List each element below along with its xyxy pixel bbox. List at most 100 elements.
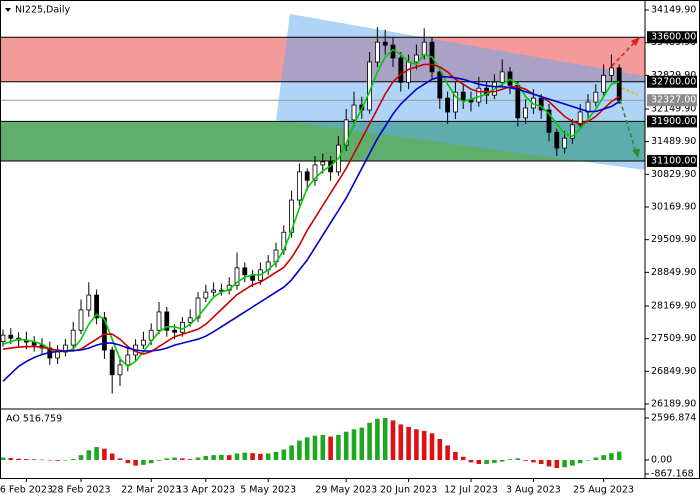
- candle-body: [0, 334, 6, 343]
- candle-body: [593, 91, 599, 103]
- ao-bar: [570, 459, 575, 466]
- candle-body: [413, 54, 419, 63]
- menu-triangle: [5, 8, 11, 12]
- candle-body: [382, 41, 388, 46]
- ao-bar: [312, 435, 318, 460]
- ao-bar: [398, 424, 404, 460]
- ao-bar: [562, 459, 567, 468]
- forecast-down-arrow: [619, 99, 637, 153]
- ao-bar: [141, 459, 146, 465]
- price-label-box: [647, 154, 697, 167]
- ao-bar: [109, 453, 115, 460]
- ao-bar: [375, 418, 380, 460]
- ao-bar: [16, 458, 21, 460]
- y-tick-label: 29509.90: [651, 234, 696, 245]
- candle-body: [187, 317, 193, 323]
- candle-body: [242, 267, 248, 276]
- moving-average: [2, 63, 620, 355]
- ao-bar: [31, 459, 37, 460]
- candle-body: [562, 137, 567, 149]
- y-tick-label: 34149.90: [651, 5, 696, 16]
- ao-bar: [219, 454, 224, 460]
- candle-body: [398, 57, 404, 83]
- ao-bar: [609, 453, 614, 460]
- x-tick-label: 6 Feb 2023: [0, 485, 53, 496]
- candle-body: [117, 364, 123, 376]
- y-tick-label: 30829.90: [651, 169, 696, 180]
- ao-bar: [0, 457, 6, 460]
- ao-bar: [180, 458, 185, 460]
- price-label-box: [647, 115, 697, 128]
- candle-body: [164, 311, 170, 331]
- ao-bar: [195, 457, 201, 460]
- candle-body: [78, 309, 84, 331]
- ao-bar: [460, 456, 466, 460]
- moving-average: [2, 76, 620, 382]
- ao-bar: [86, 450, 92, 460]
- x-tick-label: 28 Feb 2023: [51, 485, 110, 496]
- ao-tick-label: 0.00: [651, 454, 672, 465]
- candle-body: [148, 329, 154, 341]
- ao-bar: [63, 459, 68, 461]
- ao-bar: [437, 438, 443, 460]
- candle-body: [616, 67, 622, 101]
- price-label-box: [647, 31, 697, 44]
- ao-bar: [554, 459, 560, 469]
- forecast-up-arrow: [611, 40, 637, 67]
- y-tick-label: 28849.90: [651, 267, 696, 278]
- candle-body: [312, 164, 318, 181]
- y-tick-label: 26189.90: [651, 399, 696, 410]
- ao-bar: [164, 458, 170, 460]
- candle-body: [125, 354, 131, 366]
- x-tick-label: 22 Mar 2023: [121, 485, 181, 496]
- ao-bar: [226, 455, 232, 460]
- ao-bar: [538, 459, 544, 465]
- ao-bar: [585, 459, 591, 461]
- ao-bar: [351, 429, 357, 460]
- ao-bar: [359, 427, 365, 460]
- candle-body: [437, 71, 443, 99]
- ao-bar: [156, 459, 162, 461]
- price-label-box: [647, 94, 697, 107]
- oscillator-title: AO 516.759: [6, 414, 62, 425]
- ao-bar: [445, 445, 450, 460]
- candle-body: [460, 91, 466, 101]
- candle-body: [421, 41, 427, 56]
- ao-bar: [78, 455, 84, 460]
- ao-bar: [421, 430, 427, 460]
- candle-body: [55, 351, 60, 359]
- ao-bar: [492, 459, 497, 463]
- ao-bar: [593, 457, 599, 460]
- ao-bar: [468, 459, 474, 463]
- ao-bar: [507, 459, 513, 460]
- ao-bar: [476, 459, 482, 465]
- candle-body: [203, 291, 209, 299]
- candle-body: [374, 41, 380, 63]
- ao-bar: [8, 458, 14, 460]
- ao-bar: [429, 433, 435, 460]
- ao-bar: [203, 455, 209, 460]
- x-tick-label: 12 Jul 2023: [444, 485, 498, 496]
- ao-tick-label: 2596.874: [651, 413, 696, 424]
- candle-body: [468, 99, 474, 103]
- ao-bar: [102, 448, 107, 460]
- ao-bar: [343, 431, 349, 460]
- x-tick-label: 29 May 2023: [315, 485, 377, 496]
- ao-bar: [406, 426, 411, 460]
- ao-bar: [616, 451, 622, 460]
- price-label: 31900.00: [651, 116, 696, 127]
- candle-body: [156, 311, 162, 331]
- symbol-label: NI225,Daily: [15, 5, 70, 16]
- ao-bar: [117, 458, 123, 460]
- ao-bar: [47, 459, 53, 461]
- ao-bar: [258, 453, 263, 460]
- x-tick-label: 25 Aug 2023: [573, 485, 634, 496]
- ao-bar: [531, 459, 536, 463]
- ao-bar: [265, 453, 271, 460]
- ao-bar: [211, 455, 216, 460]
- candle-body: [476, 87, 482, 103]
- ao-bar: [281, 449, 287, 460]
- ao-bar: [297, 440, 302, 460]
- ao-bar: [367, 422, 372, 460]
